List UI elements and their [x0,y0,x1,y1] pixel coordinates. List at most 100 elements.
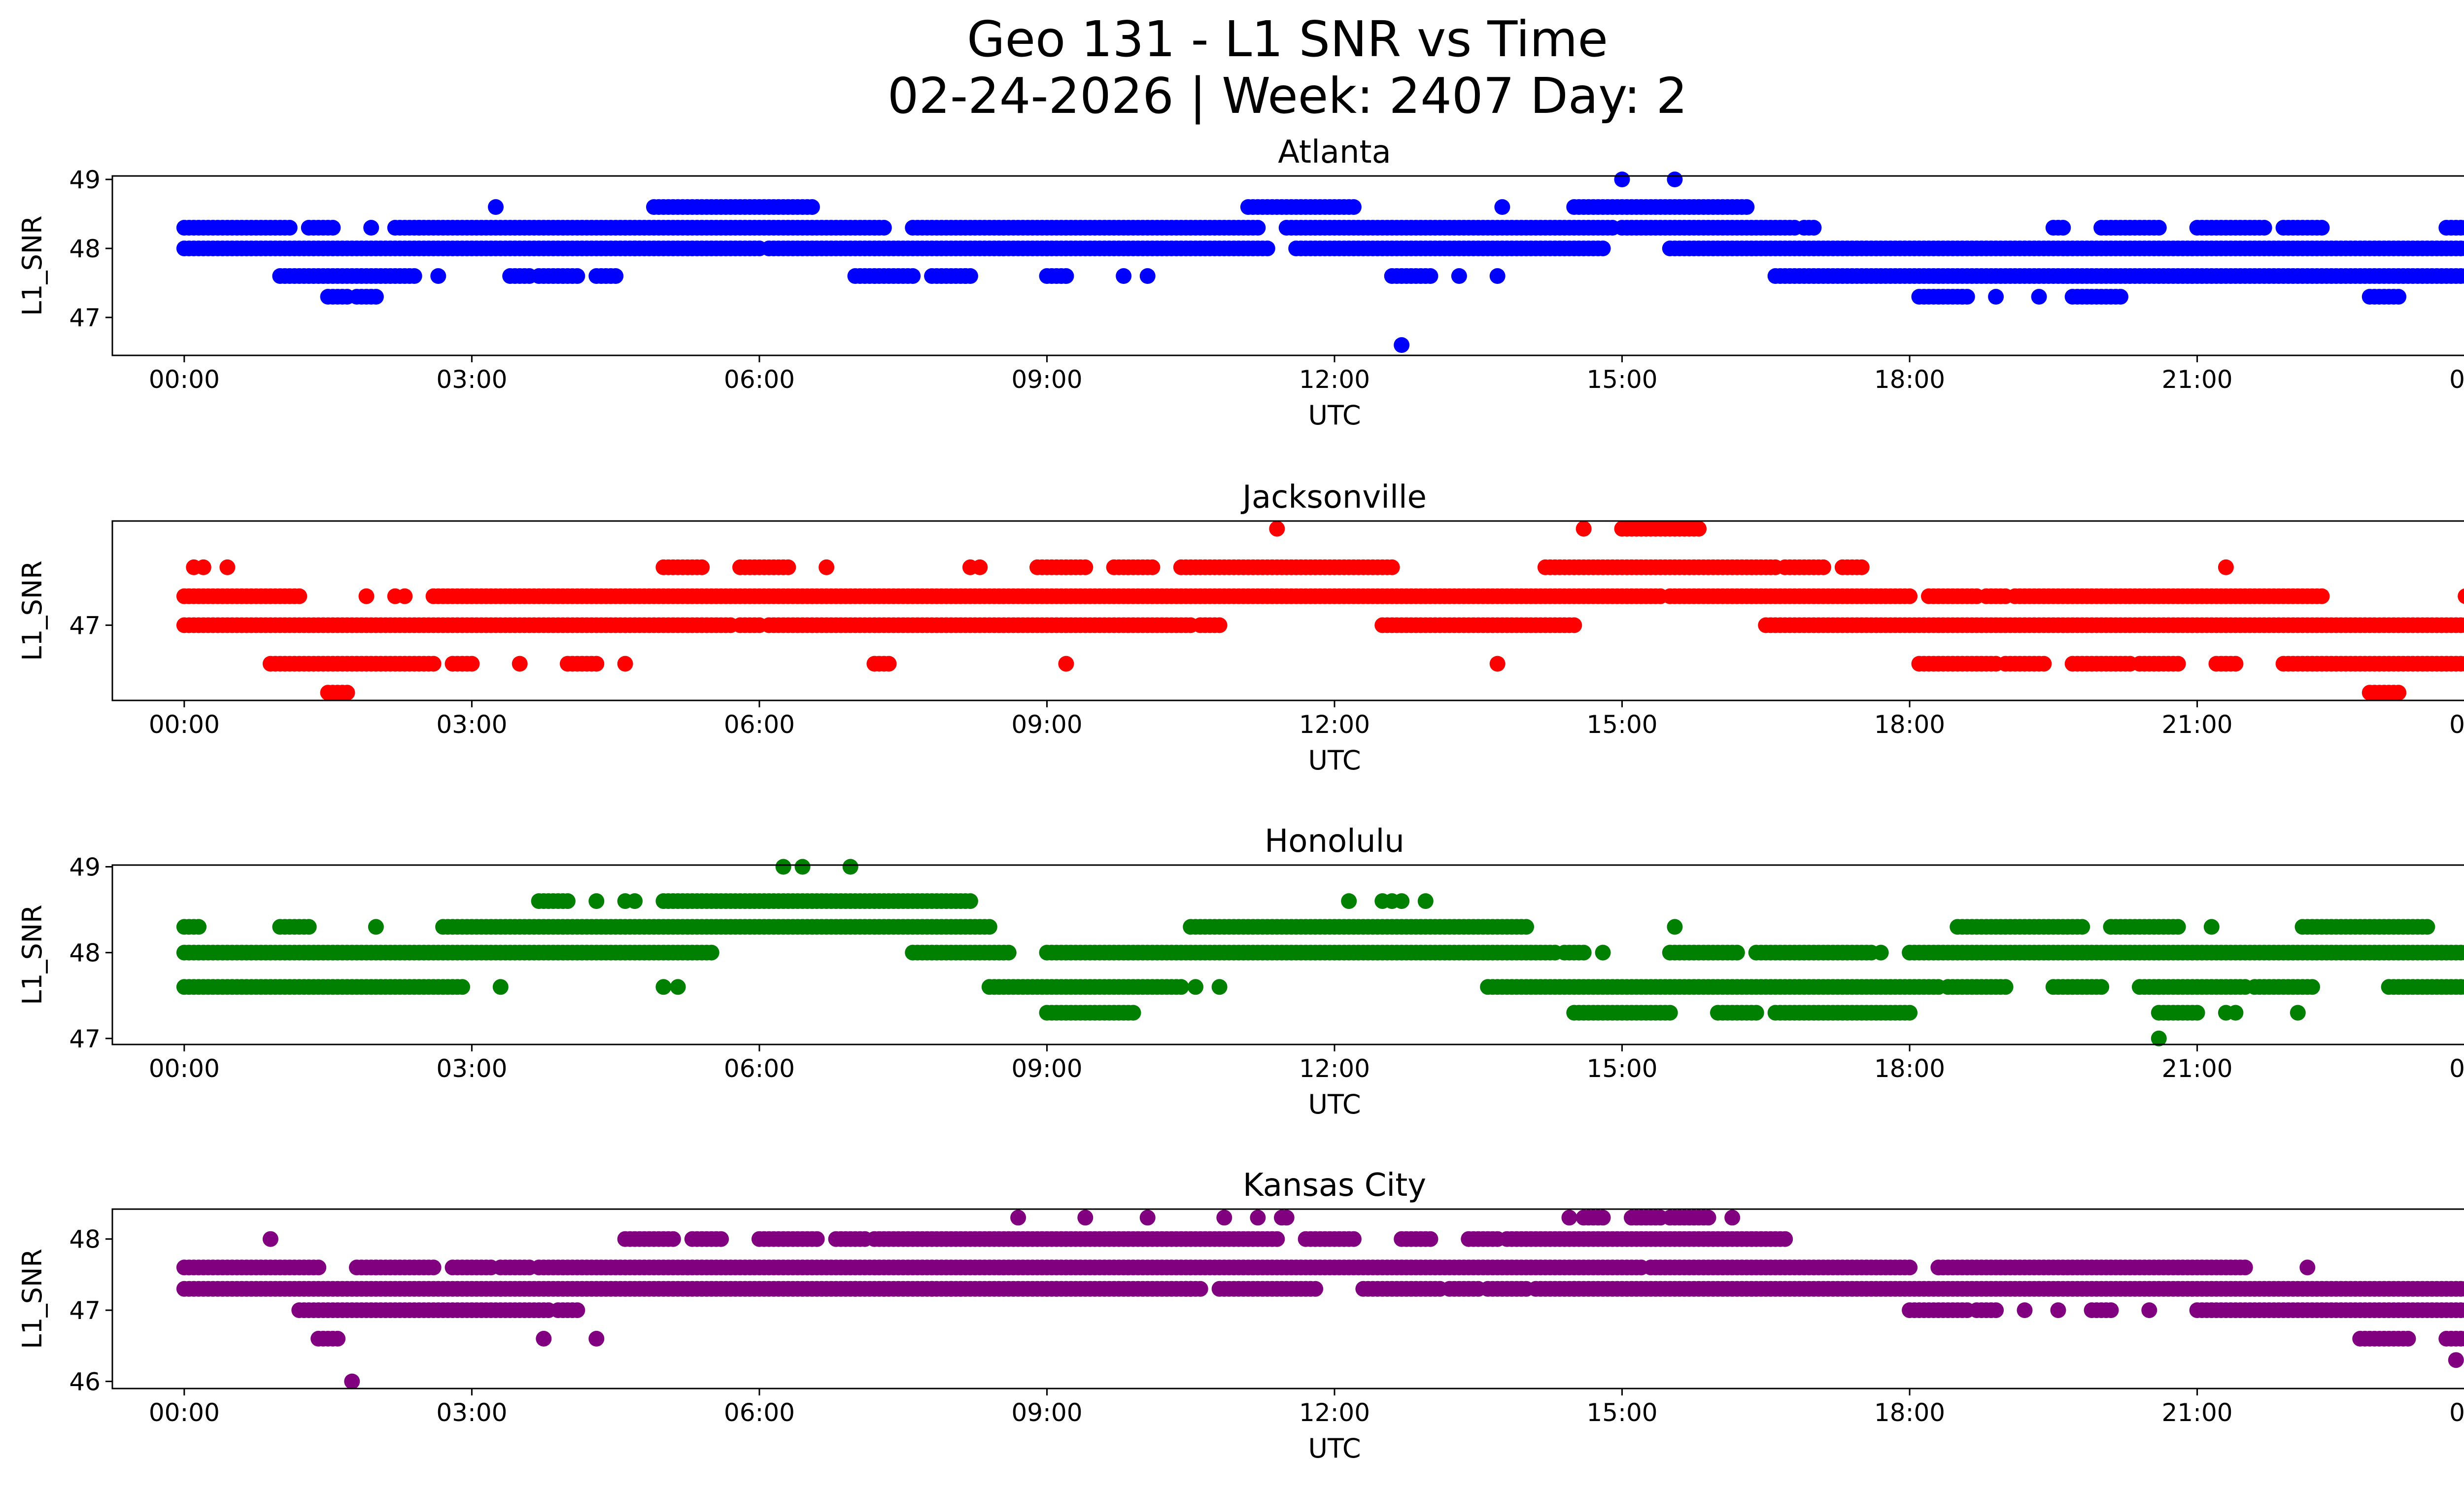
data-point [2103,1302,2119,1319]
x-tick-label: 06:00 [724,1398,795,1427]
data-point [2218,559,2234,575]
x-tick-label: 12:00 [1299,365,1370,394]
x-tick-label: 03:00 [436,365,507,394]
data-points [176,1210,2464,1390]
data-point [1748,1005,1764,1021]
data-point [1139,268,1156,284]
y-axis-label: L1_SNR [17,904,48,1005]
data-point [2458,656,2464,672]
data-point [2458,979,2464,995]
data-point [2055,220,2071,236]
data-point [430,268,446,284]
data-point [397,588,413,604]
subplot-title: Atlanta [1278,134,1391,171]
data-point [2462,271,2464,281]
data-point [310,1259,327,1276]
data-point [406,268,422,284]
data-point [617,656,633,672]
x-tick-label: 12:00 [1299,1398,1370,1427]
data-point [794,859,811,875]
data-point [2458,1302,2464,1318]
data-point [2170,919,2186,935]
y-tick-label: 48 [69,1225,101,1254]
data-point [1422,1231,1438,1247]
data-point [958,268,974,284]
y-axis-label: L1_SNR [17,560,48,661]
x-tick-label: 18:00 [1874,365,1945,394]
data-point [454,979,470,995]
data-point [2462,223,2464,233]
data-point [924,1281,940,1297]
x-tick-label: 00:00 [149,710,220,739]
data-point [1724,1210,1741,1226]
data-point [953,1281,969,1297]
data-point [1125,1005,1141,1021]
y-tick-label: 47 [69,1025,101,1053]
data-point [2074,919,2090,935]
data-point [1806,220,1822,236]
data-points [176,859,2464,1046]
data-point [1139,1210,1156,1226]
data-points [176,172,2464,353]
x-tick-label: 21:00 [2162,1398,2233,1427]
data-point [1667,172,1683,187]
x-tick-label: 15:00 [1586,365,1657,394]
data-point [1739,199,1755,215]
data-point [1575,521,1592,537]
y-tick-label: 48 [69,939,101,968]
x-axis-label: UTC [1308,400,1361,431]
data-point [262,1231,278,1247]
data-point [1595,1210,1611,1226]
subplot-title: Jacksonville [1240,479,1427,516]
axes-frame [111,1208,2464,1390]
data-point [842,859,858,875]
data-point [325,220,341,236]
data-point [1853,559,1870,575]
data-point [363,220,379,236]
data-point [281,220,298,236]
data-point [1278,1210,1295,1226]
data-point [1394,337,1410,353]
data-point [1417,893,1434,909]
data-point [962,893,978,909]
data-point [2050,1302,2066,1319]
x-tick-label: 09:00 [1011,365,1082,394]
y-axis-label: L1_SNR [17,1249,48,1349]
data-point [2462,948,2464,958]
x-tick-label: 00:00 [2449,365,2464,394]
data-point [488,199,504,215]
data-point [804,199,820,215]
data-point [1662,1005,1678,1021]
data-point [713,1231,729,1247]
data-point [1188,979,1203,995]
x-axis-label: UTC [1308,745,1361,776]
data-point [2419,919,2435,935]
data-point [1259,241,1275,256]
data-point [358,588,375,604]
data-point [1595,944,1611,961]
data-point [492,979,509,995]
data-point [1173,979,1189,995]
data-point [1000,944,1017,961]
data-point [1211,979,1228,995]
data-point [1902,1005,1918,1021]
data-point [2227,1005,2244,1021]
x-tick-label: 21:00 [2162,365,2233,394]
data-point [425,1259,442,1276]
data-point [1902,1259,1918,1276]
data-point [2458,617,2464,633]
data-point [665,1231,681,1247]
data-points [176,521,2464,701]
data-point [2290,1005,2306,1021]
data-point [881,656,897,672]
data-point [775,859,791,875]
figure-title-line2: 02-24-2026 | Week: 2407 Day: 2 [887,67,1688,125]
x-tick-label: 15:00 [1586,1398,1657,1427]
data-point [2400,1330,2416,1347]
data-point [2458,241,2464,256]
x-tick-label: 18:00 [1874,710,1945,739]
data-point [1384,559,1400,575]
x-tick-label: 06:00 [724,365,795,394]
x-tick-label: 09:00 [1011,1398,1082,1427]
data-point [1345,1231,1362,1247]
